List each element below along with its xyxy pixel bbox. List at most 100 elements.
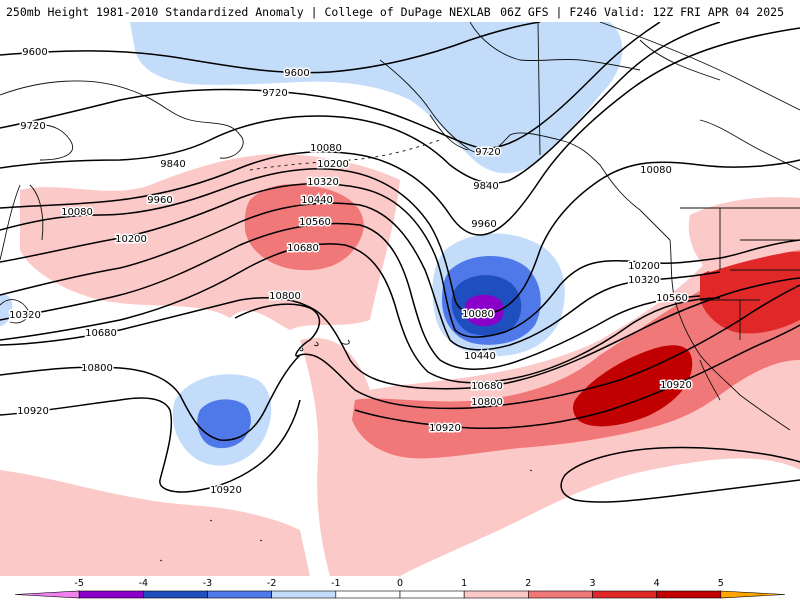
contour-label-9840: 9840 (473, 181, 498, 192)
anomaly-area-plus1-south (0, 470, 310, 576)
kamchatka-west (29, 184, 44, 241)
height-contours (0, 22, 800, 503)
contour-10680 (0, 277, 800, 390)
contour-label-10080: 10080 (310, 143, 342, 154)
contour-label-10320: 10320 (628, 275, 660, 286)
contour-10920-loop (560, 446, 800, 503)
anomaly-area-minus1-arctic (130, 22, 623, 174)
japan-coast (0, 299, 29, 324)
contour-label-9720: 9720 (262, 88, 287, 99)
colorbar-tick-label: -2 (267, 578, 276, 589)
title-bar: 250mb Height 1981-2010 Standardized Anom… (0, 0, 800, 22)
contour-labels: 9600 9600 9720 9720 9720 9840 9840 9960 9960 1008… (8, 46, 694, 498)
colorbar-tick-label: -3 (203, 578, 212, 589)
contour-label-9600: 9600 (284, 68, 309, 79)
colorbar-segment (78, 590, 144, 599)
contour-9600 (0, 22, 541, 74)
alaska-border (537, 22, 541, 156)
contour-label-10680: 10680 (471, 381, 503, 392)
contour-10920-north (0, 397, 301, 493)
contour-10440 (0, 222, 701, 370)
contour-label-10920: 10920 (210, 485, 242, 496)
colorbar-segment (399, 590, 465, 599)
contour-label-10680: 10680 (287, 243, 319, 254)
colorbar-tick-label: 1 (461, 578, 467, 589)
contour-10800-west (0, 354, 301, 441)
contour-label-10920: 10920 (17, 406, 49, 417)
contour-label-10560: 10560 (656, 293, 688, 304)
colorbar-tick-label: 4 (654, 578, 660, 589)
colorbar-tick-label: -1 (331, 578, 340, 589)
pacific-islands (159, 469, 533, 562)
asia-coast (0, 184, 21, 261)
siberia-coast (0, 80, 244, 159)
contour-9960 (0, 27, 800, 236)
contour-9840 (0, 22, 721, 184)
hudson-coast (699, 119, 800, 171)
contour-label-9960: 9960 (471, 219, 496, 230)
contour-label-9840: 9840 (160, 159, 185, 170)
contour-label-10320: 10320 (9, 310, 41, 321)
colorbar-segment (271, 590, 337, 599)
canada-inner-coast (639, 39, 721, 81)
contour-9720-east (479, 22, 661, 149)
colorbar-tick-label: -5 (74, 578, 83, 589)
model-run-info: 06Z GFS | F246 Valid: 12Z FRI APR 04 202… (500, 5, 784, 19)
contour-label-10080: 10080 (640, 165, 672, 176)
anomaly-area-plus1-east (688, 197, 800, 272)
us-west-coast (669, 239, 791, 431)
okhotsk-coast (19, 124, 73, 161)
contour-10080 (0, 159, 800, 316)
colorbar-segment (592, 590, 657, 599)
colorbar-segment (335, 590, 401, 599)
contour-10560 (0, 243, 721, 384)
contour-10920-south (354, 324, 800, 430)
contour-label-10680: 10680 (85, 328, 117, 339)
colorbar-segment (143, 590, 208, 599)
colorbar-segment (656, 590, 722, 599)
anomaly-area-plus2-north (244, 184, 364, 271)
anomaly-area-minus4-low (464, 294, 504, 327)
contour-9720-west (0, 88, 481, 149)
colorbar-segment (720, 590, 786, 599)
colorbar-segment (463, 590, 529, 599)
contour-label-10440: 10440 (464, 351, 496, 362)
alaska-north-coast (469, 22, 641, 71)
contour-label-10080: 10080 (61, 207, 93, 218)
contour-label-9960: 9960 (147, 195, 172, 206)
contour-label-10200: 10200 (317, 159, 349, 170)
colorbar-tick-label: 5 (718, 578, 724, 589)
colorbar-segment (528, 590, 593, 599)
contour-label-10800: 10800 (269, 291, 301, 302)
contour-label-10920: 10920 (660, 380, 692, 391)
anomaly-shading (0, 22, 800, 576)
contour-label-9720: 9720 (475, 147, 500, 158)
coastlines (0, 22, 800, 562)
contour-label-10800: 10800 (81, 363, 113, 374)
contour-label-10320: 10320 (307, 177, 339, 188)
colorbar-segment (14, 590, 80, 599)
contour-label-9600: 9600 (22, 47, 47, 58)
anomaly-map: 9600 9600 9720 9720 9720 9840 9840 9960 9960 1008… (0, 22, 800, 576)
contour-label-10560: 10560 (299, 217, 331, 228)
contour-label-10080: 10080 (462, 309, 494, 320)
contour-label-10800: 10800 (471, 397, 503, 408)
colorbar-tick-label: -4 (139, 578, 148, 589)
anomaly-colorbar: -5 -4 -3 -2 -1 0 1 2 3 4 5 (0, 576, 800, 600)
map-title: 250mb Height 1981-2010 Standardized Anom… (6, 5, 491, 19)
aleutian-chain (249, 139, 441, 171)
state-borders (700, 208, 800, 340)
anomaly-area-plus3 (700, 251, 800, 334)
contour-10200 (0, 182, 800, 338)
colorbar-graphic: -5 -4 -3 -2 -1 0 1 2 3 4 5 (14, 578, 786, 599)
contour-label-9720: 9720 (20, 121, 45, 132)
colorbar-tick-label: 0 (397, 578, 403, 589)
contour-label-10440: 10440 (301, 195, 333, 206)
contour-label-10200: 10200 (628, 261, 660, 272)
contour-10800-loop (234, 303, 321, 357)
contour-label-10920: 10920 (429, 423, 461, 434)
contour-10800-east (299, 284, 800, 410)
contour-label-10200: 10200 (115, 234, 147, 245)
baja-coast (699, 359, 721, 401)
colorbar-tick-label: 2 (525, 578, 531, 589)
